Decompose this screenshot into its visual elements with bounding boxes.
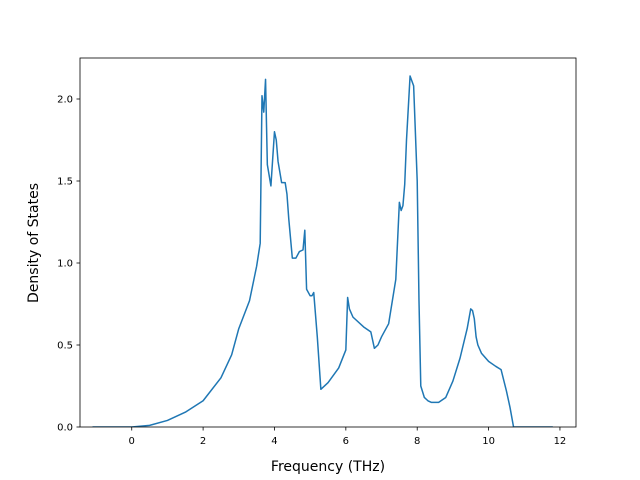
plot-area xyxy=(79,57,577,428)
y-tick-label: 0.5 xyxy=(57,341,73,352)
x-tick-label: 8 xyxy=(414,436,420,447)
dos-series-line xyxy=(92,75,553,427)
x-tick-label: 12 xyxy=(554,436,567,447)
axes-frame xyxy=(79,57,577,428)
x-tick-label: 6 xyxy=(343,436,349,447)
x-tick-label: 4 xyxy=(271,436,277,447)
y-tick-label: 0.0 xyxy=(57,423,73,434)
y-tick-label: 2.0 xyxy=(57,95,73,106)
x-axis-label: Frequency (THz) xyxy=(271,459,385,475)
y-axis-ticks: 0.0 0.5 1.0 1.5 2.0 xyxy=(57,95,80,434)
x-tick-label: 2 xyxy=(200,436,206,447)
x-axis-ticks: 0 2 4 6 8 10 12 xyxy=(129,427,567,447)
x-tick-label: 0 xyxy=(129,436,135,447)
x-tick-label: 10 xyxy=(482,436,495,447)
y-axis-label: Density of States xyxy=(26,183,42,303)
y-tick-label: 1.0 xyxy=(57,259,73,270)
y-tick-label: 1.5 xyxy=(57,177,73,188)
